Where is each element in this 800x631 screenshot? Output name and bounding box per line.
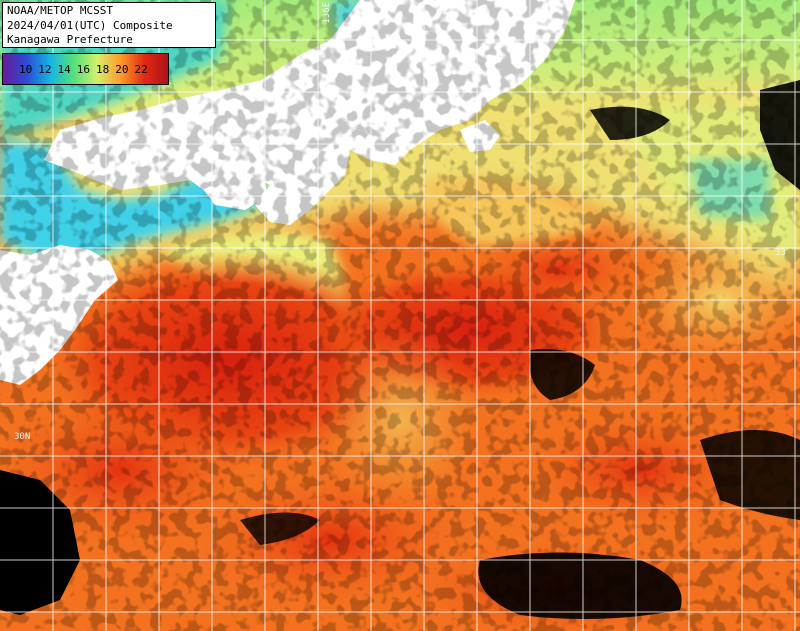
latitude-label-33: 33 bbox=[775, 248, 786, 258]
latitude-label-30n: 30N bbox=[14, 432, 31, 442]
colorbar-tick: 18 bbox=[96, 62, 110, 76]
title-region: Kanagawa Prefecture bbox=[7, 33, 133, 46]
colorbar-tick: 22 bbox=[134, 62, 148, 76]
colorbar-tick: 20 bbox=[115, 62, 129, 76]
title-date: 2024/04/01(UTC) Composite bbox=[7, 18, 173, 32]
longitude-label-136e: 136E bbox=[322, 2, 332, 24]
colorbar-gradient bbox=[3, 54, 168, 84]
temperature-colorbar: 10 12 14 16 18 20 22 bbox=[2, 53, 169, 85]
colorbar-tick: 12 bbox=[38, 62, 52, 76]
colorbar-tick: 10 bbox=[19, 62, 33, 76]
colorbar-tick: 16 bbox=[76, 62, 90, 76]
colorbar-tick: 14 bbox=[57, 62, 71, 76]
colorbar-ticks: 10 12 14 16 18 20 22 bbox=[3, 63, 148, 76]
map-title-box: NOAA/METOP MCSST 2024/04/01(UTC) Composi… bbox=[2, 2, 216, 48]
title-source: NOAA/METOP MCSST bbox=[7, 4, 113, 17]
